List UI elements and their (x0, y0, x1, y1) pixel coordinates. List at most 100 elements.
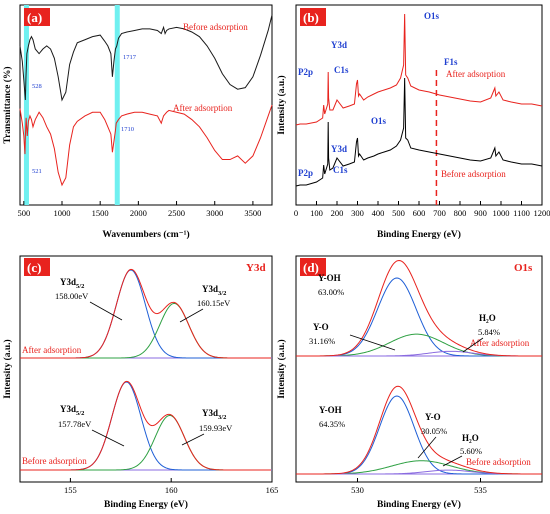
panel-b-o1s-bot: O1s (371, 116, 387, 126)
a-xtick-label: 3500 (244, 208, 261, 218)
panel-b-y3d-bot: Y3d (331, 144, 347, 154)
panel-a-legend-before: Before adsorption (183, 22, 248, 32)
panel-b-p2p-top: P2p (298, 67, 313, 77)
panel-a-legend-after: After adsorption (173, 103, 233, 113)
b-xtick-label: 700 (433, 208, 446, 218)
panel-c-arrow-4 (181, 433, 205, 446)
panel-d-yoh-before: Y-OH (319, 405, 342, 415)
panel-b-p2p-bot: P2p (298, 168, 313, 178)
b-xtick-label: 400 (372, 208, 385, 218)
b-xtick-label: 200 (331, 208, 344, 218)
panel-d-tag: (d) (303, 260, 319, 275)
panel-c-y3d52-before: Y3d5/2 (60, 404, 84, 417)
panel-c-frame (19, 255, 273, 483)
panel-c-legend-after: After adsorption (22, 345, 82, 355)
b-xtick-label: 800 (454, 208, 467, 218)
panel-d-tag-bg (300, 258, 326, 276)
panel-b-c1s-top: C1s (334, 65, 349, 75)
b-xtick-label: 1100 (513, 208, 530, 218)
panel-d-h2o-before-pct: 5.60% (460, 446, 482, 456)
panel-c-arrow-1 (89, 301, 123, 321)
panel-b-ylabel: Intensity (a.u.) (276, 75, 287, 134)
panel-c-xlabel: Binding Energy (eV) (104, 499, 188, 510)
panel-a-tag-bg (24, 8, 50, 26)
a-xtick-label: 500 (17, 208, 30, 218)
c-xtick-label: 160 (165, 485, 178, 495)
panel-b-tag: (b) (303, 10, 319, 25)
d-xtick-label: 530 (351, 485, 364, 495)
panel-c-y3d52-after: Y3d5/2 (60, 277, 84, 290)
d-xtick-label: 535 (474, 485, 487, 495)
panel-b-c1s-bot: C1s (333, 165, 348, 175)
b-xtick-label: 0 (294, 208, 298, 218)
envelope-after (296, 259, 542, 357)
envelope-before (296, 385, 542, 475)
b-xtick-label: 100 (310, 208, 323, 218)
series-before-adsorption (295, 77, 543, 187)
panel-b-ticks: 0 100 200 300 400 500 600 700 800 900 1000 1100 1200 (294, 201, 550, 218)
series-before-adsorption (19, 14, 273, 102)
c-xtick-label: 165 (266, 485, 279, 495)
panel-d-legend-before: Before adsorption (466, 457, 531, 467)
panel-c-curves (20, 268, 272, 471)
panel-d-yo-before-pct: 30.05% (421, 426, 447, 436)
b-xtick-label: 500 (392, 208, 405, 218)
panel-d-ticks: 530 535 (351, 478, 487, 495)
panel-d-arrow-4 (442, 455, 463, 467)
panel-b-xlabel: Binding Energy (eV) (377, 229, 461, 240)
b-xtick-label: 1000 (493, 208, 510, 218)
panel-d-h2o-before: H₂O (462, 433, 479, 443)
panel-d-h2o-after-pct: 5.84% (478, 327, 500, 337)
panel-c-y3d32-before-value: 159.93eV (199, 423, 233, 433)
panel-d-yoh-after-pct: 63.00% (318, 287, 344, 297)
panel-c-legend-before: Before adsorption (22, 456, 87, 466)
panel-a-annot-521: 521 (32, 168, 42, 175)
panel-d-yo-before: Y-O (425, 412, 441, 422)
panel-d-yo-after: Y-O (313, 322, 329, 332)
panel-d-ylabel: Intensity (a.u.) (276, 339, 287, 398)
panel-c-y3d32-after: Y3d3/2 (202, 284, 226, 297)
b-xtick-label: 600 (413, 208, 426, 218)
panel-d-curves (296, 259, 542, 475)
a-xtick-label: 1000 (54, 208, 71, 218)
envelope-after (20, 268, 271, 359)
panel-c-y3d52-before-value: 157.78eV (58, 419, 92, 429)
panel-c-y3d52-after-value: 158.00eV (55, 291, 89, 301)
panel-b-tag-bg (300, 8, 326, 26)
panel-c-tag-bg (24, 258, 50, 276)
panel-b-legend-before: Before adsorption (441, 169, 506, 179)
panel-c-title: Y3d (246, 262, 266, 274)
series-after-adsorption (19, 104, 273, 187)
panel-a-frame (19, 4, 273, 206)
c-xtick-label: 155 (64, 485, 77, 495)
panel-d: 530 535 (d) O1s After adsorption Before a… (276, 255, 543, 510)
panel-d-arrow-3 (417, 436, 437, 459)
panel-d-xlabel: Binding Energy (eV) (377, 499, 461, 510)
panel-c-ylabel: Intensity (a.u.) (2, 339, 13, 398)
panel-c-y3d32-after-value: 160.15eV (197, 298, 231, 308)
envelope-before (20, 380, 271, 471)
a-xtick-label: 2500 (168, 208, 185, 218)
panel-a-annot-528: 528 (32, 83, 42, 90)
panel-c-arrow-2 (179, 308, 204, 323)
panel-d-arrow-2 (462, 337, 484, 353)
panel-a-annot-1717: 1717 (123, 54, 137, 61)
panel-a-ticks: 500 1000 1500 2000 2500 3000 3500 (17, 201, 261, 218)
band-1717 (114, 5, 120, 205)
panel-d-legend-after: After adsorption (470, 338, 530, 348)
panel-d-yoh-after: Y-OH (318, 273, 341, 283)
a-xtick-label: 1500 (92, 208, 109, 218)
panel-b-series (295, 13, 543, 187)
series-after-adsorption (295, 13, 543, 126)
band-528 (23, 5, 29, 205)
panel-d-yoh-before-pct: 64.35% (319, 419, 345, 429)
panel-d-frame (295, 255, 543, 483)
panel-d-title: O1s (514, 262, 533, 274)
panel-b-f1s: F1s (444, 57, 458, 67)
panel-a-annot-1710: 1710 (121, 126, 134, 133)
panel-b-y3d-top: Y3d (331, 40, 347, 50)
b-xtick-label: 300 (351, 208, 364, 218)
panel-d-h2o-after: H₂O (479, 313, 496, 323)
panel-d-yo-after-pct: 31.16% (309, 336, 335, 346)
